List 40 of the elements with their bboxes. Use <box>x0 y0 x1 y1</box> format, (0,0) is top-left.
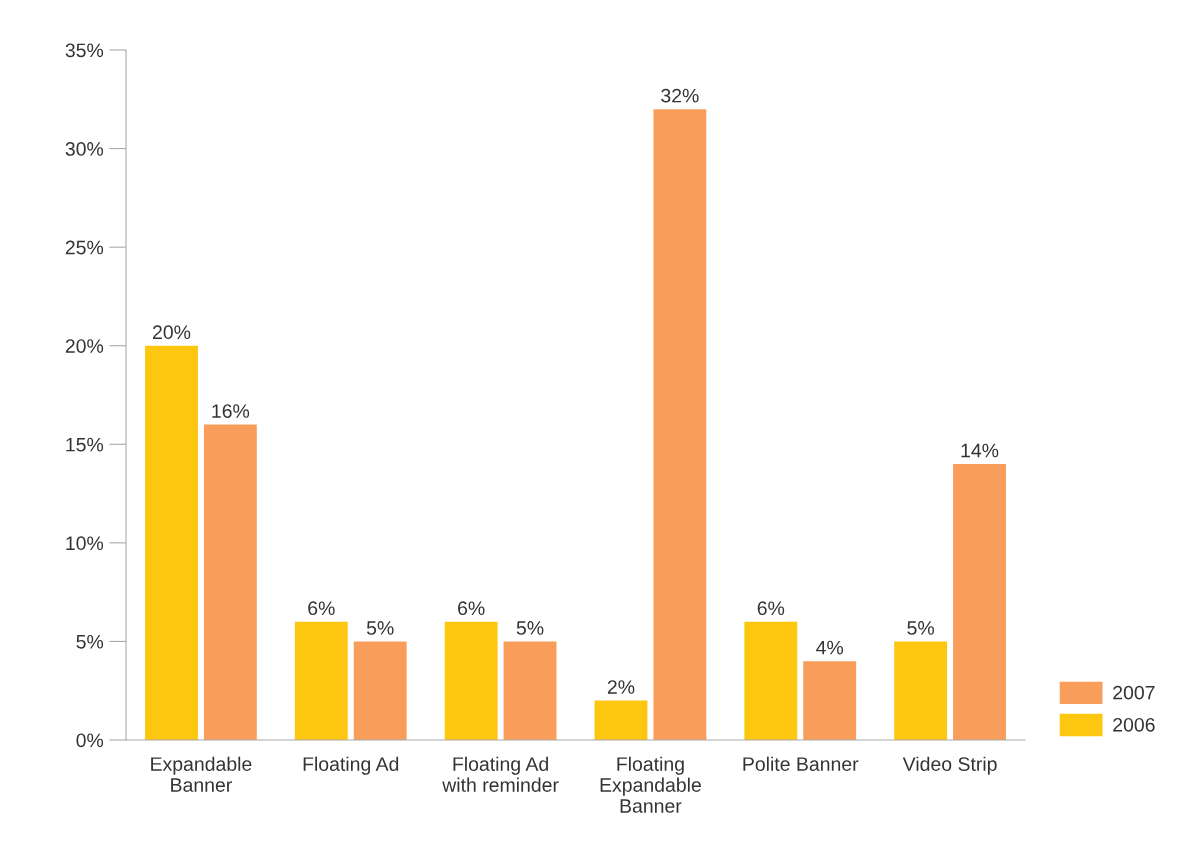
bar <box>803 661 857 740</box>
data-label: 2% <box>607 680 635 694</box>
data-label: 6% <box>308 601 335 616</box>
bar <box>953 464 1006 740</box>
bar <box>894 641 948 740</box>
data-label: 5% <box>366 621 394 635</box>
data-label: 6% <box>458 601 485 616</box>
data-label: 14% <box>961 443 999 458</box>
data-label: 20% <box>152 325 191 340</box>
bar <box>444 621 498 740</box>
data-label: 4% <box>816 640 844 655</box>
y-tick-label: 35% <box>65 43 104 58</box>
x-tick-label: Floating Ad with reminder <box>442 756 559 792</box>
x-tick-label: Expandable Banner <box>151 756 252 792</box>
y-tick-label: 30% <box>65 142 104 156</box>
x-tick-label: Floating Expandable Banner <box>600 756 701 813</box>
x-tick-label: Video Strip <box>902 756 997 775</box>
bar <box>145 345 198 740</box>
bar <box>503 641 557 740</box>
y-tick-label: 15% <box>66 437 104 452</box>
legend-label: 2006 <box>1113 717 1155 732</box>
bar <box>294 621 348 740</box>
y-tick-label: 0% <box>76 733 104 748</box>
data-label: 16% <box>212 404 250 418</box>
data-label: 5% <box>907 621 934 635</box>
y-tick-label: 10% <box>66 536 104 551</box>
bar <box>744 621 798 740</box>
y-tick-label: 5% <box>76 634 104 649</box>
legend-label: 2007 <box>1113 685 1155 700</box>
bar <box>594 700 648 740</box>
data-label: 5% <box>516 621 544 635</box>
bar <box>353 641 407 740</box>
bar <box>653 109 707 740</box>
x-tick-label: Floating Ad <box>303 756 399 775</box>
data-label: 6% <box>757 601 785 616</box>
bar <box>203 424 257 740</box>
x-tick-label: Polite Banner <box>743 756 859 771</box>
data-label: 32% <box>661 88 699 103</box>
y-tick-label: 25% <box>65 240 104 255</box>
y-tick-label: 20% <box>65 339 104 353</box>
